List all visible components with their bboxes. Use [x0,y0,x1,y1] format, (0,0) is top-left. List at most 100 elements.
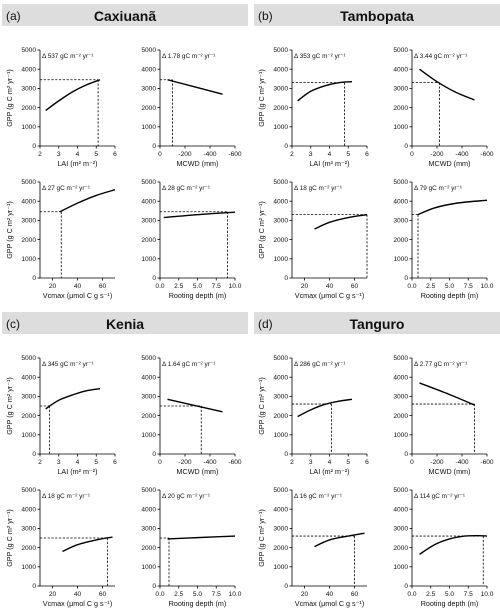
series-line [419,382,475,406]
series-line [419,534,488,555]
x-tick-label: 7.5 [212,283,221,290]
x-tick-label: 2.5 [174,283,183,290]
x-tick-label: 60 [99,283,107,290]
series-line [62,536,113,553]
axes [291,490,367,587]
y-tick-label: 5000 [393,487,408,494]
x-axis-label: Vcmax (μmol C g s⁻¹) [43,291,112,300]
x-axis-label: LAI (m² m⁻²) [57,467,97,476]
series-line [314,213,368,230]
x-tick-label: 40 [74,591,82,598]
y-tick-label: 4000 [273,198,288,205]
x-axis-label: Rooting depth (m) [169,599,227,608]
y-tick-label: 3000 [393,526,408,533]
y-tick-label: 3000 [273,394,288,401]
y-tick-label: 3000 [141,86,156,93]
delta-annotation: Δ 2.77 gC m⁻² yr⁻¹ [414,361,467,368]
y-tick-label: 5000 [141,179,156,186]
delta-annotation: Δ 537 gC m⁻² yr⁻¹ [42,53,94,60]
x-tick-label: 4 [76,459,80,466]
y-tick-label: 4000 [273,506,288,513]
y-tick-label: 4000 [21,506,36,513]
y-tick-label: 4000 [141,374,156,381]
x-tick-label: 60 [99,591,107,598]
delta-annotation: Δ 79 gC m⁻² yr⁻¹ [414,185,462,192]
x-tick-label: 20 [49,283,57,290]
y-tick-label: 5000 [393,179,408,186]
panel-letter: (a) [6,9,21,23]
x-tick-label: -600 [480,151,494,158]
y-tick-label: 3000 [141,218,156,225]
subplot: 0 1000 2000 3000 4000 5000 0.0 2.5 5.0 7.5 10.0Roo… [141,487,241,608]
y-tick-label: 1000 [273,256,288,263]
y-axis-label: GPP (g C m² yr⁻¹) [257,377,266,435]
y-axis-label: GPP (g C m² yr⁻¹) [257,69,266,127]
y-tick-label: 5000 [273,47,288,54]
y-tick-label: 5000 [21,179,36,186]
y-tick-label: 3000 [21,526,36,533]
y-tick-label: 4000 [273,374,288,381]
y-tick-label: 1000 [21,564,36,571]
x-tick-label: 5 [94,151,98,158]
y-tick-label: 3000 [393,218,408,225]
series-line [297,80,353,102]
x-axis-label: Rooting depth (m) [169,291,227,300]
y-tick-label: 0 [284,583,288,590]
y-tick-label: 2000 [21,545,36,552]
x-tick-label: 5 [346,459,350,466]
delta-annotation: Δ 20 gC m⁻² yr⁻¹ [162,493,210,500]
y-axis-label: GPP (g C m² yr⁻¹) [257,509,266,567]
y-tick-label: 1000 [141,256,156,263]
y-tick-label: 4000 [273,66,288,73]
axes [159,182,235,279]
panel-header [254,312,500,334]
x-axis-label: MCWD (mm) [429,467,471,476]
delta-annotation: Δ 27 gC m⁻² yr⁻¹ [42,185,90,192]
x-tick-label: 0 [158,459,162,466]
x-tick-label: 40 [326,591,334,598]
x-tick-label: 2.5 [174,591,183,598]
y-tick-label: 0 [32,583,36,590]
y-tick-label: 5000 [21,47,36,54]
x-tick-label: 10.0 [229,591,242,598]
x-tick-label: 20 [49,591,57,598]
x-axis-label: Rooting depth (m) [421,599,479,608]
panel-letter: (c) [6,317,20,331]
y-tick-label: 0 [32,451,36,458]
y-tick-label: 1000 [141,564,156,571]
x-tick-label: 0.0 [155,591,164,598]
y-axis-label: GPP (g C m² yr⁻¹) [5,69,14,127]
delta-annotation: Δ 18 gC m⁻² yr⁻¹ [42,493,90,500]
axes [39,358,115,455]
series-line [297,398,353,418]
x-axis-label: LAI (m² m⁻²) [57,159,97,168]
y-tick-label: 4000 [21,198,36,205]
x-tick-label: 2 [290,151,294,158]
y-axis-label: GPP (g C m² yr⁻¹) [257,201,266,259]
delta-annotation: Δ 345 gC m⁻² yr⁻¹ [42,361,94,368]
delta-annotation: Δ 353 gC m⁻² yr⁻¹ [294,53,346,60]
x-tick-label: 6 [365,459,369,466]
delta-annotation: Δ 1.78 gC m⁻² yr⁻¹ [162,53,215,60]
y-tick-label: 1000 [21,256,36,263]
axes [411,490,487,587]
y-tick-label: 0 [152,143,156,150]
x-axis-label: Rooting depth (m) [421,291,479,300]
x-tick-label: 7.5 [464,591,473,598]
x-tick-label: 3 [309,459,313,466]
y-tick-label: 0 [404,275,408,282]
subplot: 0 1000 2000 3000 4000 5000 2 3 4 5 6 LAI (m² m⁻²) GP… [257,47,369,168]
x-tick-label: -400 [203,459,217,466]
y-tick-label: 2000 [141,105,156,112]
x-tick-label: 40 [326,283,334,290]
series-line [314,532,365,548]
y-tick-label: 0 [152,583,156,590]
x-tick-label: 2 [38,151,42,158]
delta-annotation: Δ 3.44 gC m⁻² yr⁻¹ [414,53,467,60]
series-line [45,388,101,410]
panel-title: Tanguro [350,316,405,332]
